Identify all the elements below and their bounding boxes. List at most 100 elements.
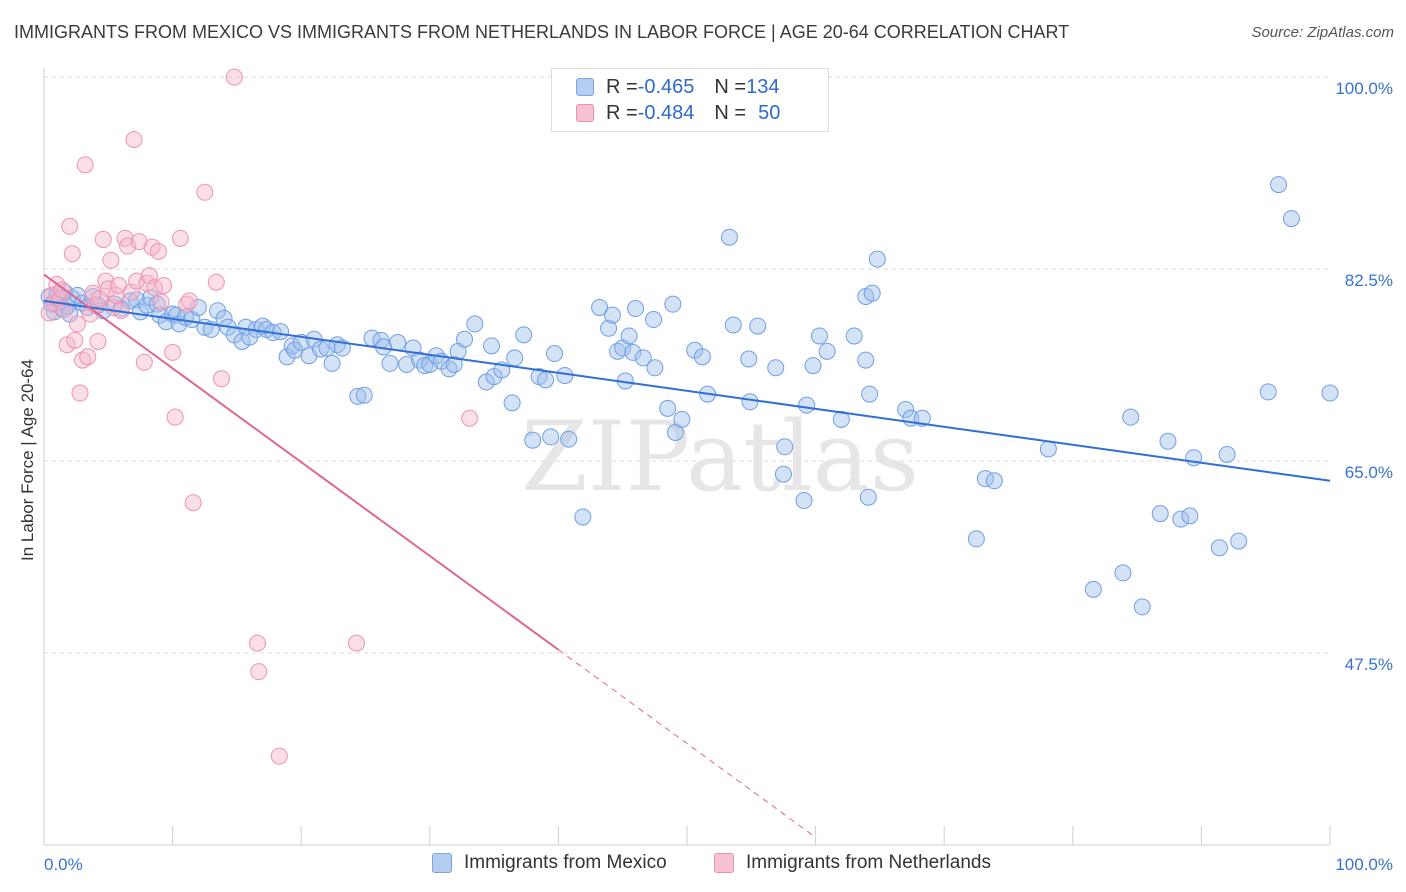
point-netherlands [461, 409, 479, 427]
point-mexico [1114, 564, 1132, 582]
point-mexico [645, 311, 663, 329]
point-mexico [659, 399, 677, 417]
point-netherlands [149, 242, 167, 260]
point-mexico [1172, 510, 1190, 528]
point-mexico [1133, 598, 1151, 616]
point-netherlands [166, 408, 184, 426]
point-netherlands [155, 277, 173, 295]
point-mexico [311, 340, 329, 358]
point-mexico [818, 342, 836, 360]
point-mexico [1259, 383, 1277, 401]
legend-swatch-netherlands [576, 104, 594, 122]
point-mexico [985, 472, 1003, 490]
y-tick-label: 82.5% [1345, 271, 1393, 290]
point-mexico [863, 284, 881, 302]
point-mexico [720, 228, 738, 246]
point-mexico [1282, 210, 1300, 228]
point-mexico [693, 348, 711, 366]
point-mexico [868, 250, 886, 268]
point-mexico [724, 316, 742, 334]
point-mexico [967, 530, 985, 548]
point-mexico [381, 354, 399, 372]
point-mexico [233, 332, 251, 350]
n-value: 50 [758, 101, 781, 124]
point-mexico [804, 357, 822, 375]
axes [43, 68, 1331, 846]
point-mexico [1181, 507, 1199, 525]
point-mexico [1084, 580, 1102, 598]
point-mexico [810, 327, 828, 345]
point-netherlands [94, 230, 112, 248]
point-mexico [627, 300, 645, 318]
point-netherlands [248, 634, 266, 652]
r-label: R = [606, 75, 638, 98]
point-mexico [673, 410, 691, 428]
point-netherlands [347, 634, 365, 652]
point-netherlands [128, 272, 146, 290]
y-tick-label: 65.0% [1345, 463, 1393, 482]
trend-lines [43, 273, 1331, 838]
x-tick-labels: 0.0% 100.0% [44, 855, 1393, 874]
trend-line-netherlands [43, 273, 559, 651]
point-mexico [861, 385, 879, 403]
point-mexico [542, 428, 560, 446]
source-attribution: Source: ZipAtlas.com [1251, 24, 1394, 41]
point-mexico [524, 431, 542, 449]
point-mexico [323, 354, 341, 372]
point-netherlands [71, 384, 89, 402]
point-mexico [857, 351, 875, 369]
point-mexico [741, 393, 759, 411]
point-mexico [1151, 505, 1169, 523]
point-mexico [503, 394, 521, 412]
point-netherlands [76, 156, 94, 174]
point-mexico [1210, 539, 1228, 557]
point-mexico [416, 357, 434, 375]
n-label: N = [714, 75, 747, 98]
point-mexico [560, 430, 578, 448]
point-mexico [740, 350, 758, 368]
legend-item-mexico: Immigrants from Mexico [432, 852, 667, 874]
gridlines [44, 76, 1330, 654]
point-mexico [355, 386, 373, 404]
r-value: -0.484 [637, 101, 695, 124]
point-mexico [1270, 176, 1288, 194]
point-mexico [776, 438, 794, 456]
trend-line-netherlands-extension [558, 649, 816, 838]
point-mexico [515, 326, 533, 344]
point-netherlands [122, 283, 140, 301]
point-netherlands [196, 183, 214, 201]
point-netherlands [61, 217, 79, 235]
point-netherlands [102, 251, 120, 269]
point-mexico [1230, 532, 1248, 550]
point-netherlands [66, 331, 84, 349]
point-mexico [859, 488, 877, 506]
point-netherlands [63, 245, 81, 263]
point-mexico [624, 343, 642, 361]
point-mexico [620, 327, 638, 345]
point-netherlands [171, 229, 189, 247]
point-mexico [664, 295, 682, 313]
point-mexico [272, 323, 290, 341]
series-netherlands-points [40, 68, 479, 765]
point-mexico [445, 355, 463, 373]
point-mexico [749, 317, 767, 335]
point-netherlands [225, 68, 243, 86]
point-mexico [483, 337, 501, 355]
stats-legend: R = -0.465 N = 134 R = -0.484 N = 50 [551, 68, 829, 132]
stats-row-mexico: R = -0.465 N = 134 [576, 74, 779, 100]
point-netherlands [152, 293, 170, 311]
point-mexico [398, 355, 416, 373]
point-netherlands [250, 663, 268, 681]
point-netherlands [164, 343, 182, 361]
point-mexico [466, 315, 484, 333]
point-mexico [646, 359, 664, 377]
n-label: N = [714, 101, 747, 124]
r-value: -0.465 [637, 75, 695, 98]
point-mexico [634, 349, 652, 367]
point-mexico [574, 508, 592, 526]
point-mexico [142, 289, 160, 307]
n-value: 134 [746, 75, 780, 98]
y-tick-label: 47.5% [1345, 655, 1393, 674]
legend-swatch-mexico [432, 853, 452, 873]
